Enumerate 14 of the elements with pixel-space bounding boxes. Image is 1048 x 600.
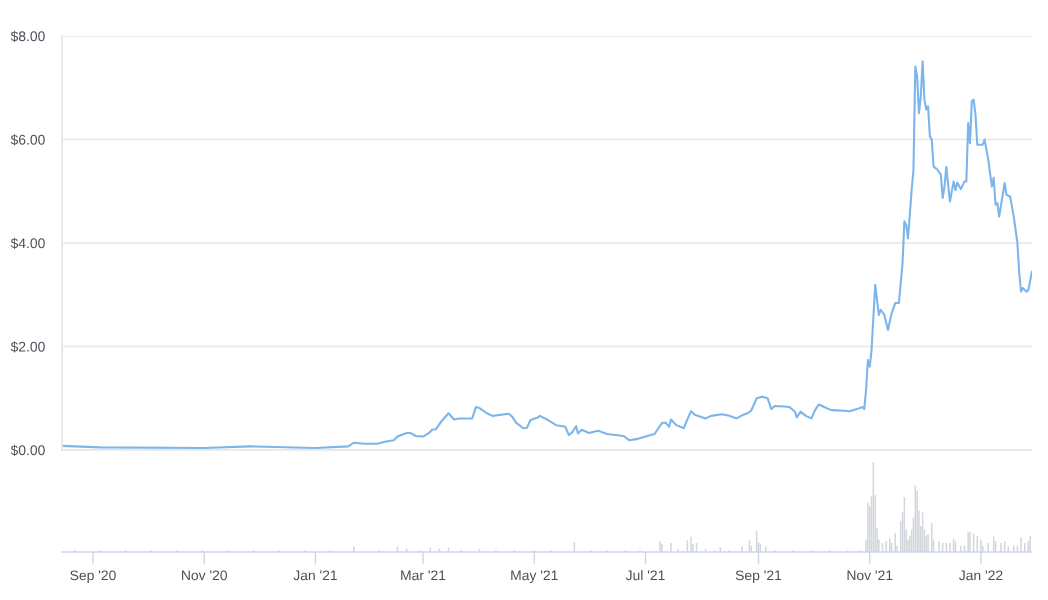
x-tick-label: Sep '20	[70, 570, 116, 583]
x-tick-label: Jan '21	[293, 570, 337, 581]
y-tick-label: $4.00	[10, 237, 45, 249]
x-tick-label: Nov '20	[182, 570, 227, 581]
x-tick-label: May '21	[511, 570, 558, 583]
y-tick-label: $8.00	[10, 30, 45, 42]
x-tick-label: Mar '21	[401, 570, 446, 581]
x-tick-label: Nov '21	[847, 570, 893, 581]
y-tick-label: $0.00	[10, 444, 45, 456]
y-tick-label: $2.00	[10, 341, 45, 353]
x-tick-label: Jan '22	[958, 570, 1003, 581]
y-tick-label: $6.00	[10, 134, 45, 146]
x-tick-label: Jul '21	[625, 570, 665, 581]
x-tick-label: Sep '21	[735, 570, 782, 583]
